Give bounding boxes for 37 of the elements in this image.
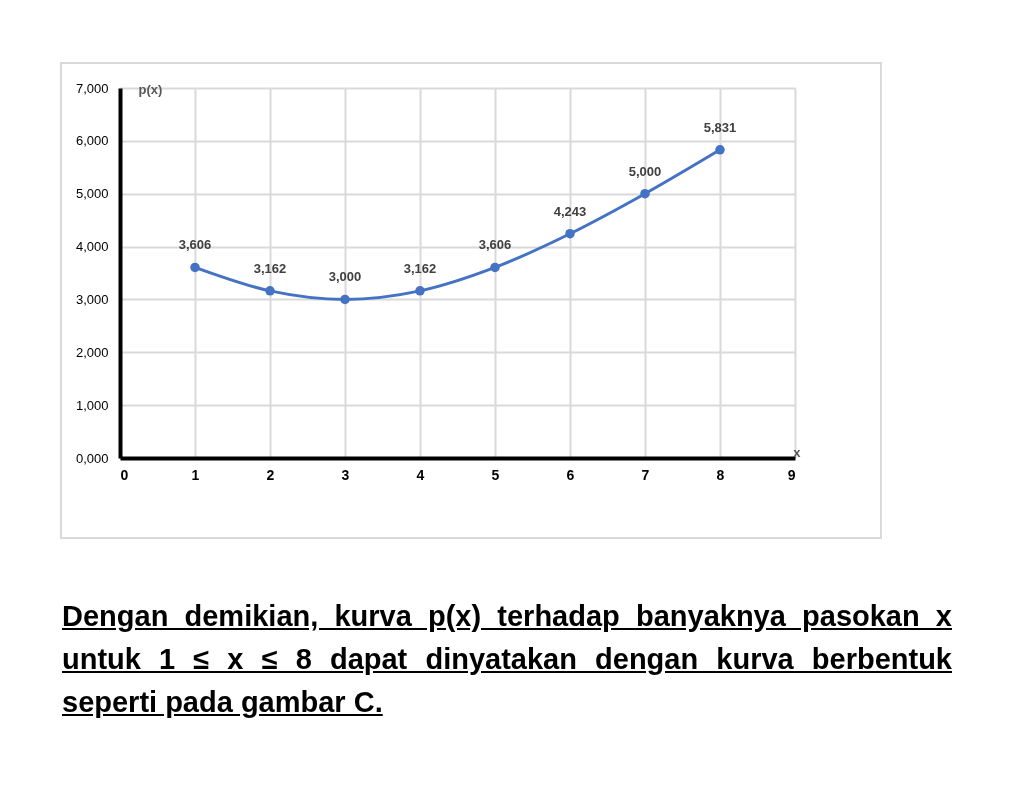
y-tick-label: 7,000 [75, 80, 109, 96]
point [415, 286, 425, 296]
x-tick-label: 1 [191, 466, 200, 483]
x-axis-title: x [793, 444, 802, 460]
text: 4,243 [553, 203, 587, 219]
x-tick-label: 4 [416, 466, 425, 483]
text: 3,606 [178, 237, 212, 253]
text: 3,000 [328, 269, 362, 285]
x-tick-label: 9 [787, 466, 796, 483]
x-tick-label: 0 [120, 466, 129, 483]
text: 5,831 [703, 119, 737, 135]
y-tick-label: 4,000 [75, 239, 109, 255]
text: 3,606 [478, 237, 512, 253]
x-tick-label: 3 [341, 466, 350, 483]
y-axis-title: p(x) [138, 81, 163, 97]
text: 3,162 [253, 260, 287, 276]
point [640, 188, 650, 199]
y-tick-label: 6,000 [75, 133, 109, 149]
x-tick-label: 6 [566, 466, 575, 483]
point [265, 286, 275, 296]
point [490, 262, 500, 273]
point [340, 294, 350, 305]
x-tick-label: 5 [491, 466, 500, 483]
y-tick-label: 3,000 [75, 291, 109, 307]
x-tick-label: 7 [641, 466, 650, 483]
point [715, 145, 725, 155]
point [565, 228, 575, 239]
text: Dengan demikian, kurva p(x) terhadap banyaknya pasokan x untuk 1 ≤ x ≤ 8 dapat dinyatakan dengan kurva berbentuk seperti pada gambar C. [62, 599, 952, 720]
point [190, 262, 200, 273]
y-tick-label: 0,000 [75, 450, 109, 466]
text: 5,000 [628, 163, 662, 179]
x-tick-label: 8 [716, 466, 725, 483]
text: 3,162 [403, 260, 437, 276]
y-tick-label: 1,000 [75, 397, 109, 413]
y-tick-label: 5,000 [75, 186, 109, 202]
y-tick-label: 2,000 [75, 344, 109, 360]
x-tick-label: 2 [266, 466, 275, 483]
